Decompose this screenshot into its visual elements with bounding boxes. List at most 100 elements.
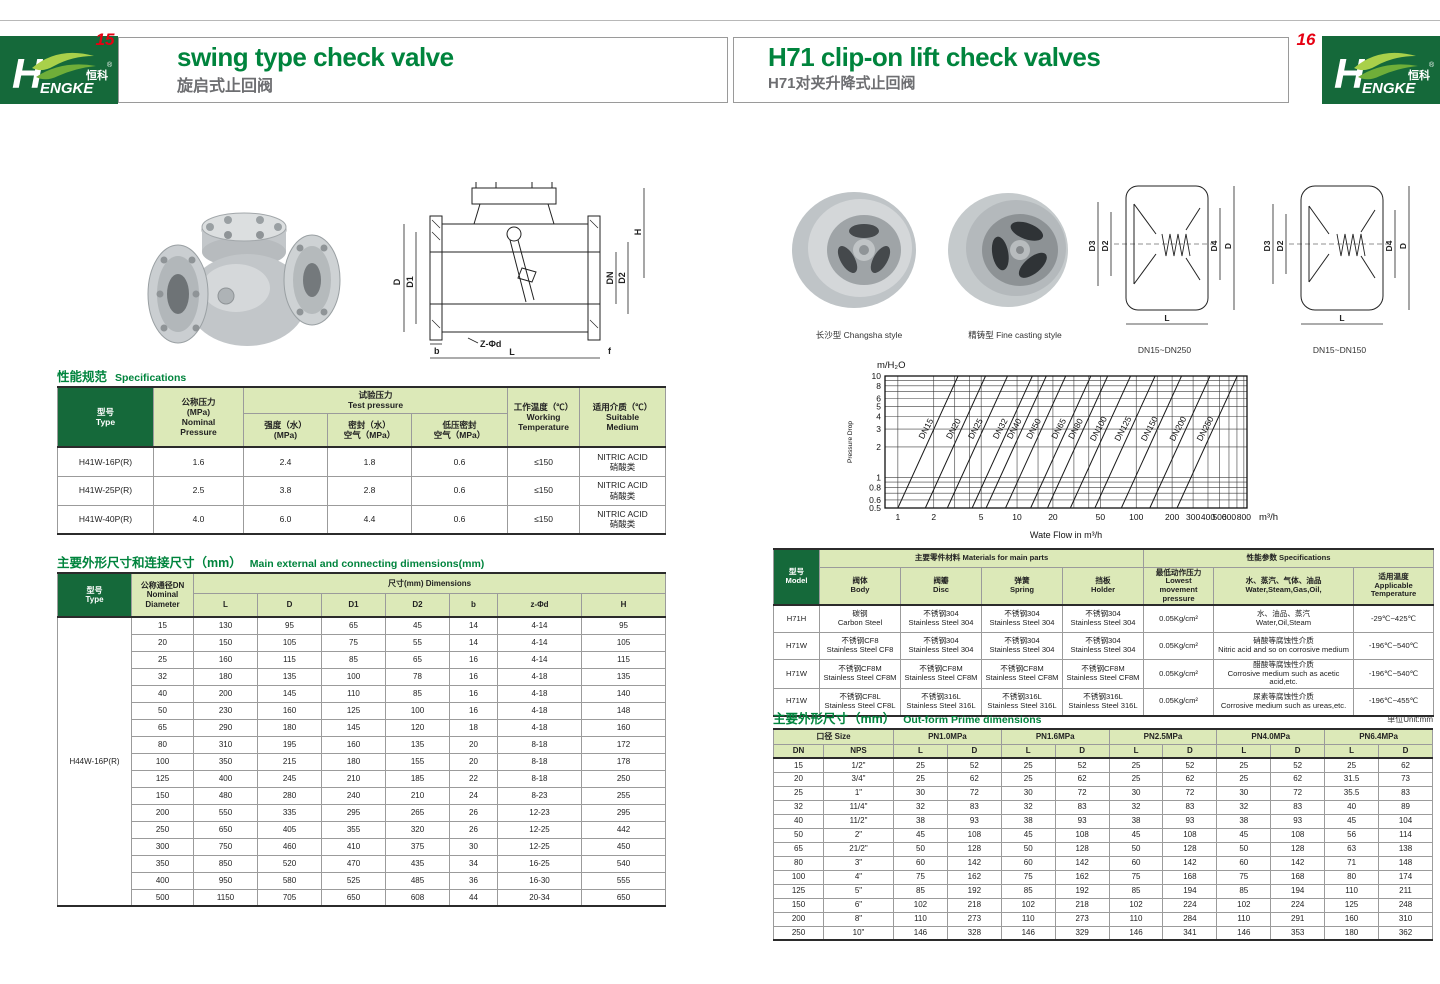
spec-title-cn: 性能规范 <box>57 370 108 384</box>
table-cell: 750 <box>193 837 258 856</box>
dim-label-l: L <box>509 347 515 357</box>
table-cell: 4-14 <box>497 616 582 635</box>
dims-title-cn: 主要外形尺寸和连接尺寸（mm） <box>57 556 242 570</box>
table-cell: 40 <box>773 813 824 829</box>
table-cell: 105 <box>257 633 322 652</box>
page-subtitle-left: 旋启式止回阀 <box>177 78 274 96</box>
table-cell: 160 <box>580 718 667 737</box>
table-cell: 8-18 <box>497 735 582 754</box>
table-cell: 50 <box>1108 841 1164 857</box>
table-cell: 75 <box>893 869 948 885</box>
table-cell: 192 <box>1054 883 1110 899</box>
title-box-left: swing type check valve 旋启式止回阀 <box>118 37 728 103</box>
table-cell: 16 <box>449 684 498 703</box>
table-cell: 72 <box>1162 785 1218 801</box>
table-cell: 11/4" <box>822 799 895 815</box>
table-cell: 128 <box>946 841 1002 857</box>
table-cell: 25 <box>1108 771 1164 787</box>
table-cell: 168 <box>1270 869 1326 885</box>
table-cell: 不锈钢316L Stainless Steel 316L <box>1061 688 1145 717</box>
series-line-DN20 <box>924 375 986 509</box>
series-label-DN125: DN125 <box>1112 414 1133 442</box>
table-cell: 不锈钢304 Stainless Steel 304 <box>1061 604 1145 633</box>
table-cell: 650 <box>321 888 386 907</box>
table-cell: 30 <box>449 837 498 856</box>
table-cell: 65 <box>385 650 450 669</box>
table-cell: 不锈钢CF8L Stainless Steel CF8L <box>819 688 901 717</box>
table-cell: 85 <box>1000 883 1056 899</box>
table-cell: 25 <box>1216 757 1272 773</box>
table-cell: 146 <box>1108 925 1164 941</box>
table-cell: 25 <box>893 757 948 773</box>
table-cell: 50 <box>1000 841 1056 857</box>
table-cell: 110 <box>1108 911 1164 927</box>
table-cell: 102 <box>1000 897 1056 913</box>
table-cell: 60 <box>1216 855 1272 871</box>
table-cell: 211 <box>1378 883 1433 899</box>
table-cell: 291 <box>1270 911 1326 927</box>
table-cell-type-label: H44W-16P(R) <box>57 616 132 907</box>
series-label-DN25: DN25 <box>966 417 985 441</box>
table-cell: 32 <box>1216 799 1272 815</box>
table-cell: 32 <box>1108 799 1164 815</box>
table-cell: 32 <box>1000 799 1056 815</box>
logo-reg: ® <box>107 61 113 69</box>
table-cell: 290 <box>193 718 258 737</box>
table-row: 200 8" 110 273 110 273 110 284 110 291 160 310 <box>773 911 1433 927</box>
table-row: 25 160 115 85 65 16 4-14 115 <box>58 650 667 669</box>
table-cell: 4-18 <box>497 718 582 737</box>
col-header-pressure: 最低动作压力 Lowest movement pressure <box>1143 566 1215 606</box>
page-subtitle-right: H71对夹升降式止回阀 <box>768 75 916 93</box>
dim-label-d: D <box>1223 243 1233 249</box>
y-tick-label: 6 <box>876 394 881 404</box>
table-cell: 0.05Kg/cm² <box>1143 631 1215 660</box>
table-cell: 705 <box>257 888 322 907</box>
table-cell: 15 <box>131 616 194 635</box>
table-cell: 155 <box>385 752 450 771</box>
table-cell: 500 <box>131 888 194 907</box>
table-cell: 不锈钢CF8M Stainless Steel CF8M <box>819 658 901 690</box>
table-cell: 52 <box>1270 757 1326 773</box>
x-tick-label: 400 <box>1201 512 1215 522</box>
table-row: H71W 不锈钢CF8L Stainless Steel CF8L 不锈钢316L … <box>773 688 1435 717</box>
table-cell: 265 <box>385 803 450 822</box>
table-cell: 26 <box>449 820 498 839</box>
col-header-model: 型号 Model <box>773 548 820 606</box>
table-cell: 85 <box>1216 883 1272 899</box>
table-cell: 138 <box>1378 841 1433 857</box>
table-cell: 230 <box>193 701 258 720</box>
table-cell: 62 <box>1054 771 1110 787</box>
wafer-photo-changsha: 长沙型 Changsha style <box>788 182 930 341</box>
table-cell: 1150 <box>193 888 258 907</box>
table-cell: 110 <box>893 911 948 927</box>
table-cell: 248 <box>1378 897 1433 913</box>
y-tick-label: 0.5 <box>869 503 881 513</box>
table-cell: 50 <box>1216 841 1272 857</box>
table-row: 40 200 145 110 85 16 4-18 140 <box>58 684 667 703</box>
table-cell: 160 <box>321 735 386 754</box>
series-line-DN25 <box>946 375 1008 509</box>
wafer-photos: 长沙型 Changsha style 精铸型 Fine casting styl… <box>788 182 1088 341</box>
series-line-DN65 <box>1030 375 1092 509</box>
table-row: 65 21/2" 50 128 50 128 50 128 50 128 63 138 <box>773 841 1433 857</box>
y-tick-label: 3 <box>876 424 881 434</box>
wafer-drawings: D3 D2 D4 D L DN15~DN250 <box>1082 178 1422 355</box>
col-header-pn10: PN1.0MPa <box>893 728 1002 745</box>
table-cell: 162 <box>1054 869 1110 885</box>
table-cell: 25 <box>1000 771 1056 787</box>
table-row: H44W-16P(R) 15 130 95 65 45 14 4-14 95 <box>57 616 667 907</box>
table-cell: 353 <box>1270 925 1326 941</box>
x-tick-label: 5 <box>979 512 984 522</box>
x-tick-label: 2 <box>931 512 936 522</box>
col-header-working: 工作温度（℃） Working Temperature <box>507 386 581 448</box>
table-cell: 320 <box>385 820 450 839</box>
table-row: 250 10" 146 328 146 329 146 341 146 353 180 362 <box>773 925 1433 941</box>
table-cell: 65 <box>773 841 824 857</box>
table-cell: 180 <box>193 667 258 686</box>
wafer-drawing-2: D3 D2 D4 D L DN15~DN150 <box>1257 178 1422 355</box>
dims-section-title: 主要外形尺寸和连接尺寸（mm） Main external and connect… <box>57 552 484 571</box>
title-box-right: H71 clip-on lift check valves H71对夹升降式止回… <box>733 37 1289 103</box>
table-cell: 180 <box>257 718 322 737</box>
table-cell: 240 <box>321 786 386 805</box>
table-cell: 52 <box>1162 757 1218 773</box>
